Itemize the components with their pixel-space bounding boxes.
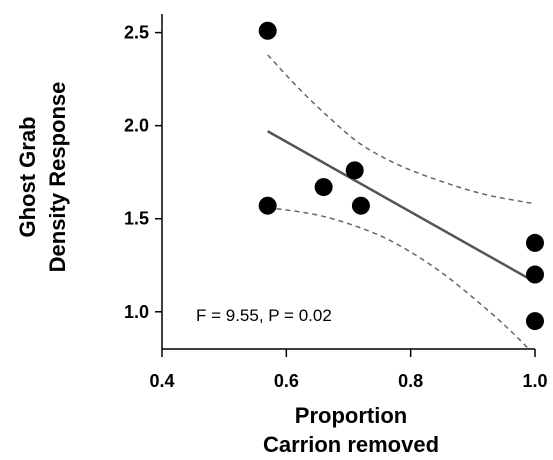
y-tick-label: 1.5 xyxy=(124,209,149,229)
y-tick-label: 1.0 xyxy=(124,302,149,322)
data-point xyxy=(258,196,277,215)
confidence-bands xyxy=(267,54,536,350)
x-axis-title: Proportion Carrion removed xyxy=(263,403,439,457)
regression-line-group xyxy=(267,130,536,284)
x-axis-title-line-1: Proportion xyxy=(295,403,407,428)
x-tick-label: 0.6 xyxy=(274,371,299,391)
stats-annotation: F = 9.55, P = 0.02 xyxy=(196,306,332,325)
y-axis-title: Ghost Grab Density Response xyxy=(15,82,70,273)
data-point xyxy=(345,161,364,180)
y-axis-title-line-2: Density Response xyxy=(45,82,70,273)
x-tick-label: 0.4 xyxy=(149,371,174,391)
data-point xyxy=(351,196,370,215)
x-axis-title-line-2: Carrion removed xyxy=(263,432,439,457)
regression-line xyxy=(267,130,536,284)
data-point xyxy=(258,21,277,40)
tick-labels: 1.0 1.5 2.0 2.5 0.4 0.6 0.8 1.0 xyxy=(124,23,548,391)
x-tick-label: 1.0 xyxy=(522,371,547,391)
data-point xyxy=(526,233,544,252)
data-point xyxy=(526,265,544,284)
y-axis-title-line-1: Ghost Grab xyxy=(15,116,40,237)
data-points xyxy=(258,21,544,331)
confidence-band-upper xyxy=(267,54,536,205)
confidence-band-lower xyxy=(267,206,530,350)
y-tick-label: 2.0 xyxy=(124,116,149,136)
data-point xyxy=(314,178,333,197)
y-tick-label: 2.5 xyxy=(124,23,149,43)
axes xyxy=(155,14,536,357)
x-tick-label: 0.8 xyxy=(398,371,423,391)
data-point xyxy=(526,312,544,331)
